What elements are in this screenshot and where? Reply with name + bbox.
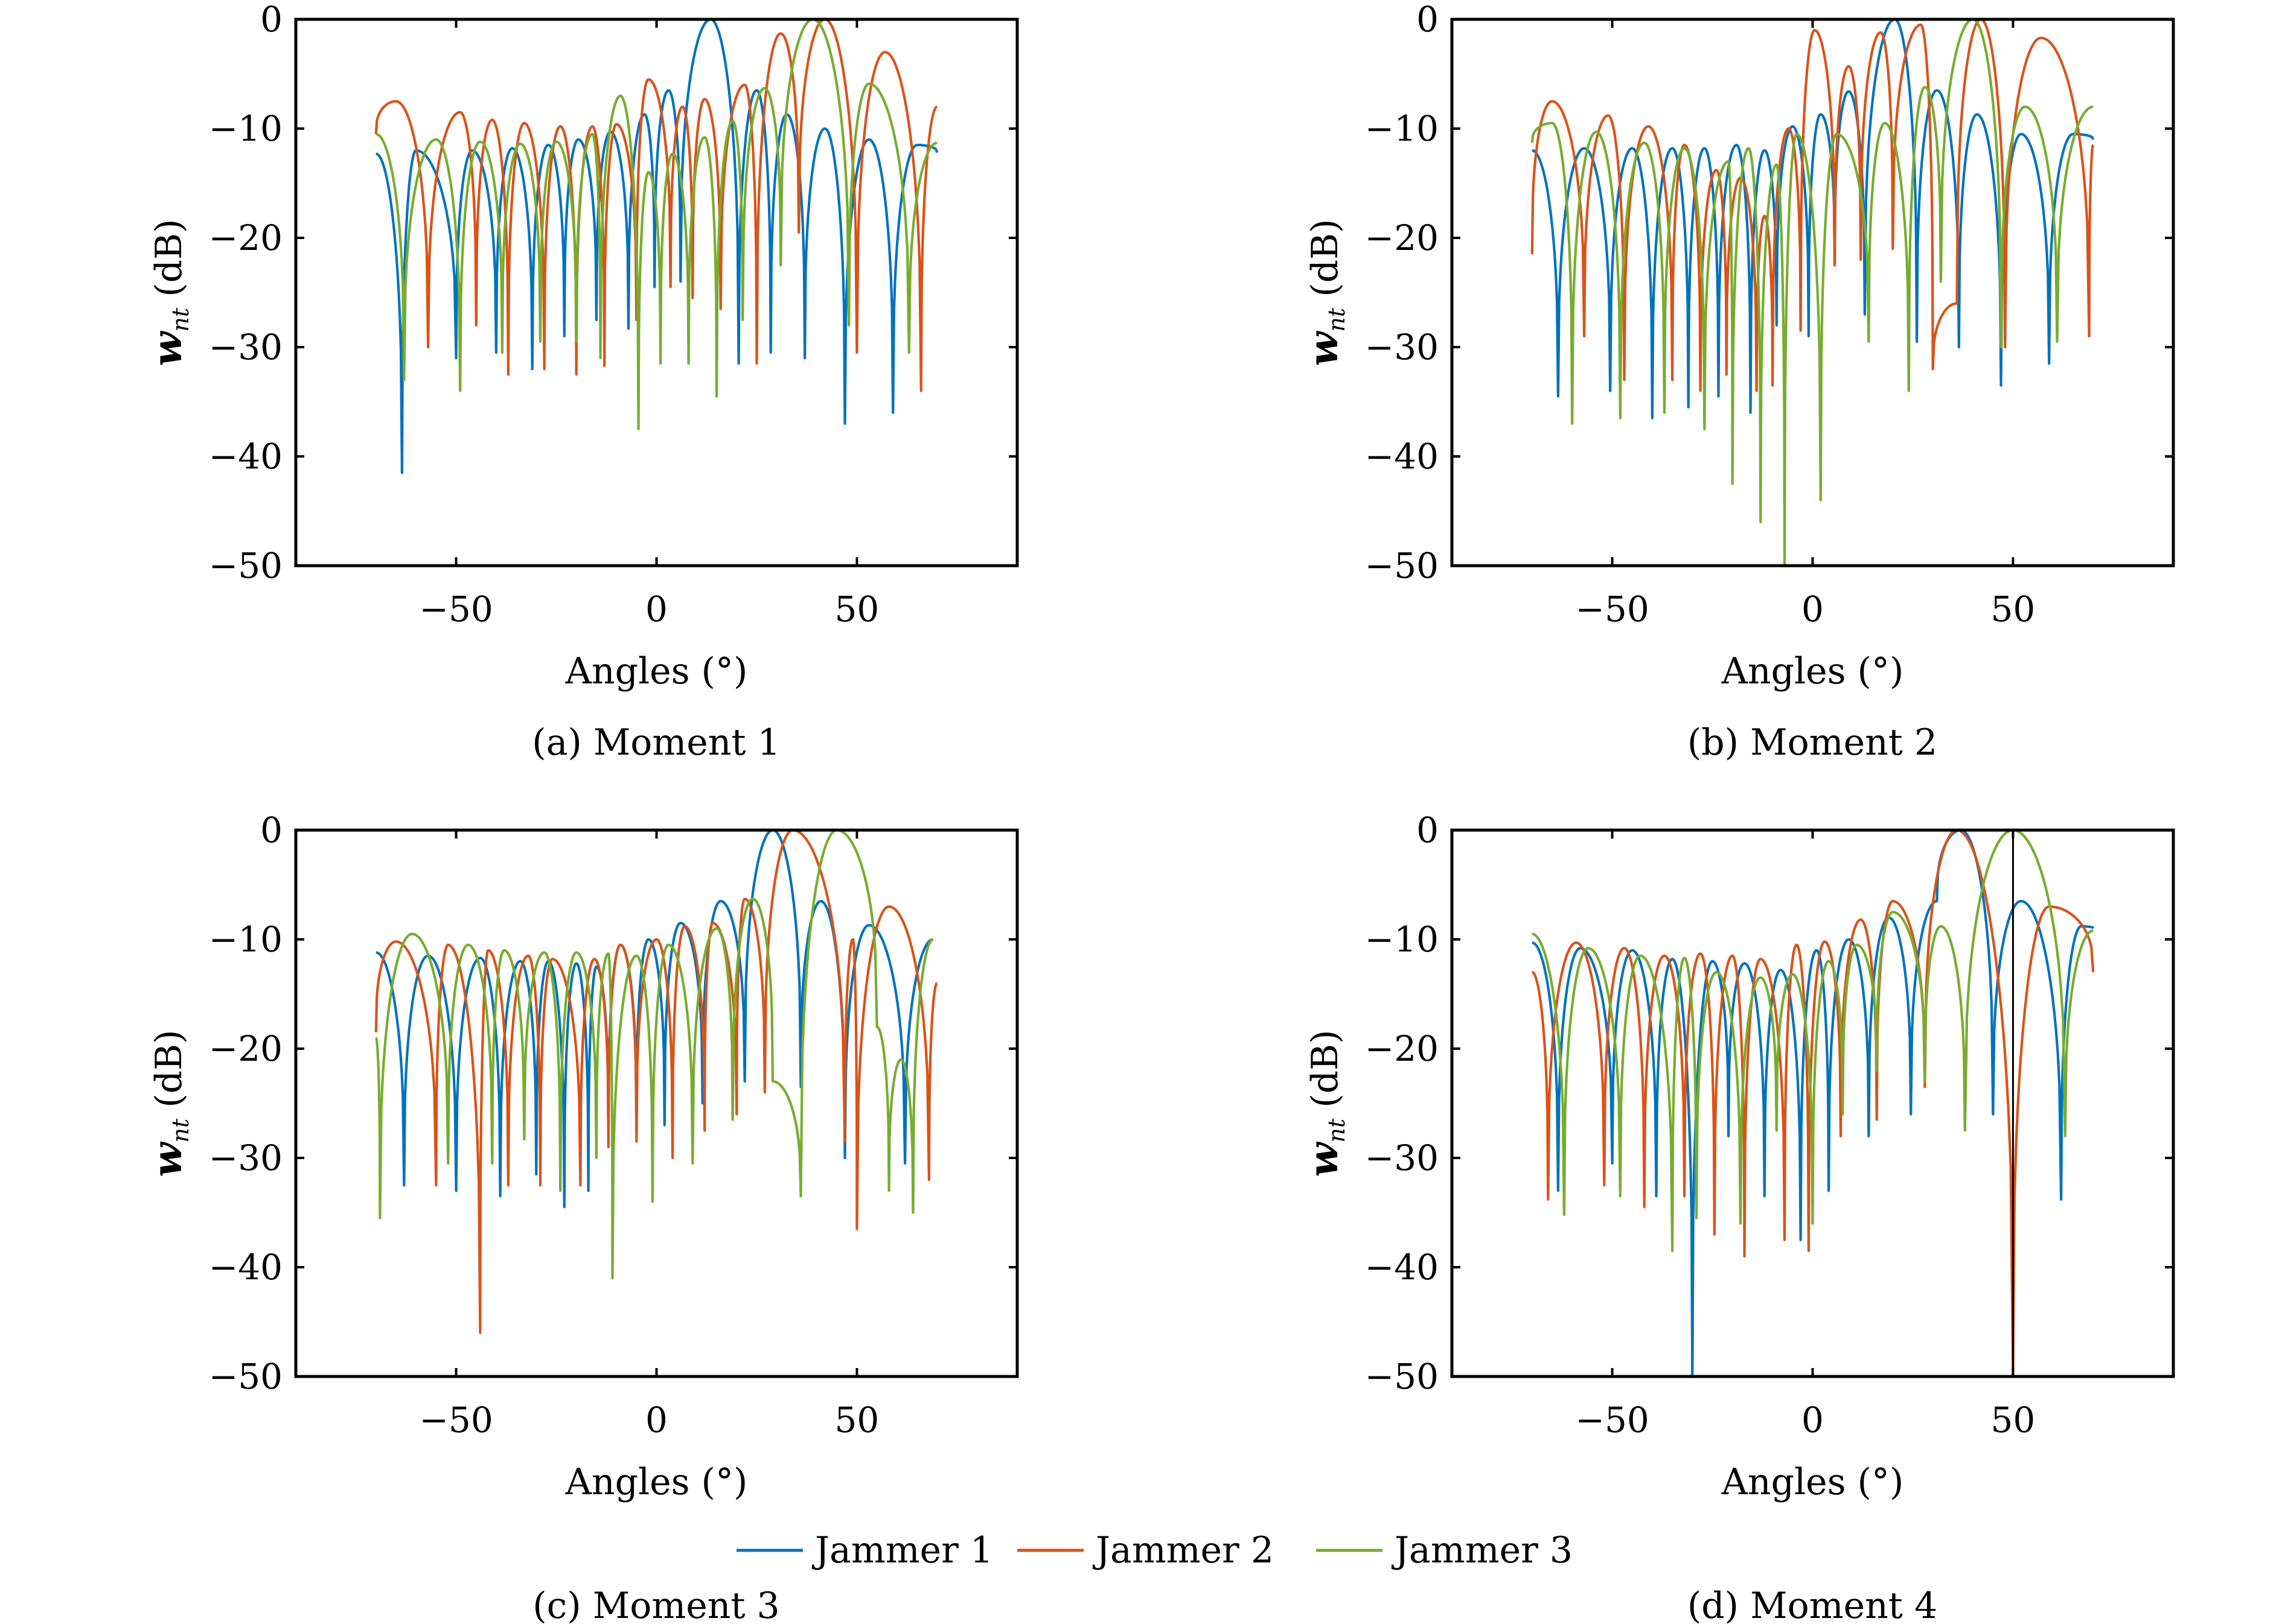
caption-moment-1: (a) Moment 1: [532, 721, 781, 764]
y-axis-label-subscript: nt: [1323, 1118, 1350, 1142]
x-tick-label: 50: [1991, 1399, 2036, 1440]
series-line-jammer-3: [375, 830, 934, 1280]
y-tick-label: −10: [1365, 919, 1439, 960]
subplot-moment-4: −50 0 50 0 −10 −20 −30 −40 −50 Angles (°) wnt (dB): [1300, 810, 2175, 1503]
y-axis-label-unit: (dB): [148, 219, 190, 297]
y-tick-label: −10: [209, 108, 283, 149]
series-line-jammer-3: [1532, 830, 2094, 1252]
y-tick-label: −10: [1365, 108, 1439, 149]
y-axis-label: wnt (dB): [144, 1030, 194, 1177]
y-tick-label: −50: [1365, 1356, 1439, 1397]
x-axis-label: Angles (°): [565, 1461, 748, 1503]
y-axis-label-subscript: nt: [167, 1118, 194, 1142]
caption-moment-4: (d) Moment 4: [1687, 1585, 1937, 1624]
series-line-jammer-1: [376, 19, 939, 475]
x-tick-label: 0: [645, 589, 668, 630]
y-axis-label-symbol: w: [144, 330, 191, 366]
series-line-jammer-2: [1530, 19, 2094, 392]
y-tick-label: −30: [1365, 1137, 1439, 1178]
x-tick-label: 0: [1801, 1399, 1824, 1440]
plot-area: [374, 830, 938, 1334]
plot-area: [374, 19, 939, 475]
y-tick-label: −40: [1365, 1247, 1439, 1288]
x-tick-label: 0: [1801, 589, 1824, 630]
x-axis-label: Angles (°): [1721, 1461, 1904, 1503]
y-axis-label-unit: (dB): [1304, 1030, 1346, 1108]
y-axis-label-symbol: w: [1300, 330, 1347, 366]
y-tick-label: −40: [209, 1247, 283, 1288]
y-tick-label: −20: [1365, 1028, 1439, 1069]
x-tick-label: 0: [645, 1399, 668, 1440]
y-tick-label: −40: [1365, 436, 1439, 477]
x-tick-label: −50: [419, 589, 493, 630]
y-tick-label: 0: [260, 0, 283, 40]
y-tick-label: −10: [209, 919, 283, 960]
y-axis-label-symbol: w: [1300, 1141, 1347, 1177]
y-axis-label-subscript: nt: [167, 307, 194, 331]
legend-item-jammer-3[interactable]: Jammer 3: [1316, 1529, 1573, 1571]
y-tick-label: −50: [1365, 545, 1439, 586]
legend-item-jammer-2[interactable]: Jammer 2: [1017, 1529, 1274, 1571]
y-axis-label: wnt (dB): [1300, 1030, 1350, 1177]
series-line-jammer-3: [1530, 19, 2094, 566]
series-line-jammer-2: [374, 19, 938, 392]
y-axis-label: wnt (dB): [144, 219, 194, 366]
legend-label-jammer-1: Jammer 1: [811, 1529, 993, 1571]
y-axis-label-unit: (dB): [148, 1030, 190, 1108]
x-axis-label: Angles (°): [1721, 650, 1904, 692]
series-line-jammer-1: [1532, 19, 2095, 420]
y-axis-label-symbol: w: [144, 1141, 191, 1177]
y-tick-label: −50: [209, 545, 283, 586]
x-tick-label: 50: [1991, 589, 2036, 630]
y-tick-label: −30: [209, 327, 283, 368]
plot-area: [1531, 830, 2095, 1376]
x-tick-label: −50: [419, 1399, 493, 1440]
legend-label-jammer-3: Jammer 3: [1391, 1529, 1573, 1571]
subplot-moment-2: −50 0 50 0 −10 −20 −30 −40 −50 Angles (°) wnt (dB): [1300, 0, 2175, 692]
y-tick-label: −20: [209, 217, 283, 258]
plot-area: [1530, 19, 2095, 566]
x-axis-label: Angles (°): [565, 650, 748, 692]
x-tick-label: −50: [1575, 589, 1649, 630]
x-tick-label: −50: [1575, 1399, 1649, 1440]
x-tick-label: 50: [835, 589, 880, 630]
legend: Jammer 1 Jammer 2 Jammer 3: [737, 1529, 1573, 1571]
y-tick-label: −40: [209, 436, 283, 477]
y-tick-label: −30: [1365, 327, 1439, 368]
caption-moment-2: (b) Moment 2: [1687, 721, 1937, 764]
y-tick-label: 0: [1416, 0, 1439, 40]
series-line-jammer-2: [374, 830, 938, 1334]
y-tick-label: −30: [209, 1137, 283, 1178]
legend-label-jammer-2: Jammer 2: [1092, 1529, 1274, 1571]
series-line-jammer-1: [376, 830, 933, 1209]
series-line-jammer-3: [376, 19, 938, 430]
y-tick-label: −20: [209, 1028, 283, 1069]
y-axis-label-subscript: nt: [1323, 307, 1350, 331]
y-axis-label: wnt (dB): [1300, 219, 1350, 366]
legend-item-jammer-1[interactable]: Jammer 1: [737, 1529, 993, 1571]
subplot-moment-3: −50 0 50 0 −10 −20 −30 −40 −50 Angles (°) wnt (dB): [144, 810, 1019, 1503]
x-tick-label: 50: [835, 1399, 880, 1440]
subplot-moment-1: −50 0 50 0 −10 −20 −30 −40 −50 Angles (°) wnt (dB): [144, 0, 1019, 692]
y-tick-label: −50: [209, 1356, 283, 1397]
y-axis-label-unit: (dB): [1304, 219, 1346, 297]
y-tick-label: −20: [1365, 217, 1439, 258]
caption-moment-3: (c) Moment 3: [532, 1585, 779, 1624]
y-tick-label: 0: [260, 810, 283, 851]
y-tick-label: 0: [1416, 810, 1439, 851]
